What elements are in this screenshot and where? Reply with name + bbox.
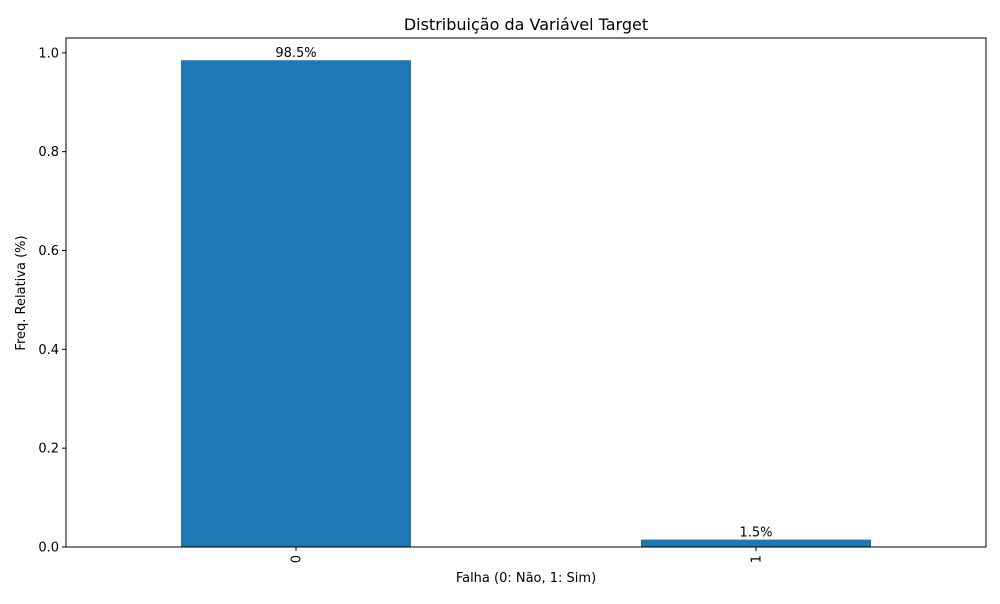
y-tick-label: 0.8 — [38, 145, 59, 160]
x-tick-label: 1 — [750, 555, 765, 563]
plot-area: 98.5% 1.5% 0.0 0.2 0.4 0.6 0.8 1.0 0 1 — [38, 37, 987, 563]
data-label-1: 1.5% — [739, 526, 772, 541]
chart-title: Distribuição da Variável Target — [404, 15, 648, 34]
y-tick-label: 0.6 — [38, 244, 59, 259]
y-tick-label: 0.2 — [38, 442, 59, 457]
x-axis-label: Falha (0: Não, 1: Sim) — [456, 571, 596, 586]
bar-0 — [181, 60, 411, 548]
y-axis-label: Freq. Relativa (%) — [14, 235, 29, 350]
axes-frame — [65, 37, 987, 548]
y-tick-label: 0.4 — [38, 343, 59, 358]
data-label-0: 98.5% — [275, 46, 316, 61]
y-tick-label: 1.0 — [38, 46, 59, 61]
bar-1 — [641, 539, 871, 547]
x-tick-label: 0 — [290, 555, 305, 563]
y-tick-label: 0.0 — [38, 541, 59, 556]
